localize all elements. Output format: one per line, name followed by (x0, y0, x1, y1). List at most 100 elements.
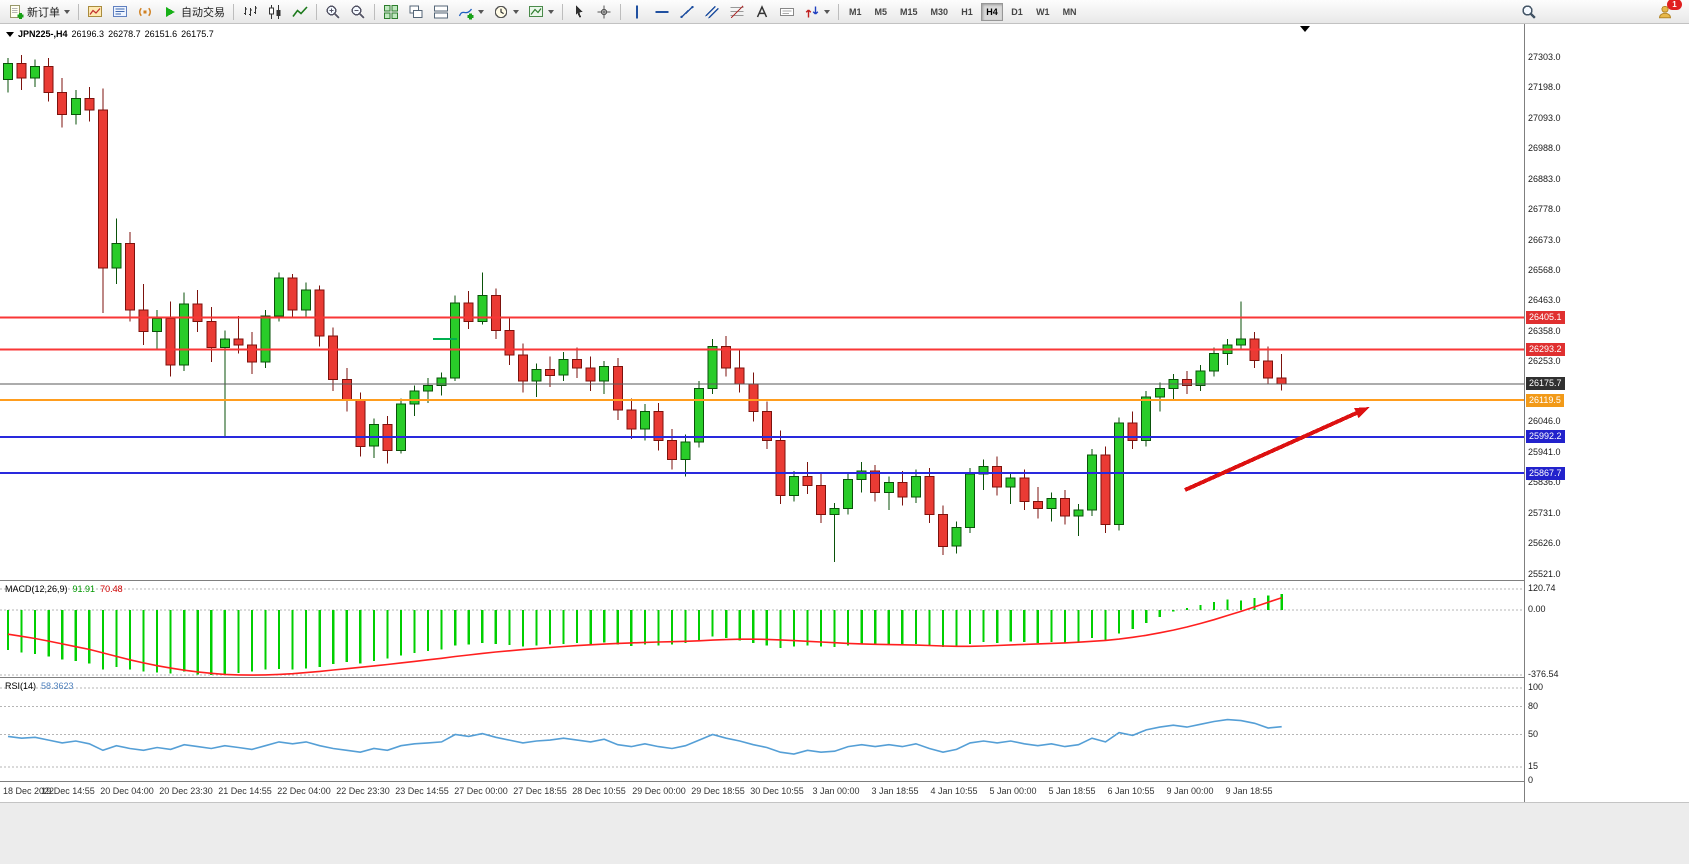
fibonacci-button[interactable] (725, 1, 749, 23)
time-axis-label: 30 Dec 10:55 (750, 786, 804, 796)
crosshair-icon (597, 5, 611, 18)
timeframe-m30-button[interactable]: M30 (930, 6, 949, 17)
cascade-icon (409, 5, 423, 18)
line-chart-type-button[interactable] (288, 1, 312, 23)
price-axis-label: 27093.0 (1528, 113, 1561, 123)
timeframe-m5-button[interactable]: M5 (874, 6, 888, 17)
chart-symbol-header: JPN225-,H4 26196.3 26278.7 26151.6 26175… (6, 29, 214, 39)
time-axis-label: 27 Dec 18:55 (513, 786, 567, 796)
timeframe-mn-button[interactable]: MN (1062, 6, 1077, 17)
channel-button[interactable] (700, 1, 724, 23)
timeframe-w1-button[interactable]: W1 (1036, 6, 1050, 17)
tile-icon (384, 4, 398, 19)
macd-axis-label: 120.74 (1528, 583, 1556, 593)
time-axis-label: 3 Jan 00:00 (812, 786, 860, 796)
indicators-button[interactable] (454, 1, 488, 23)
macd-level-lines (0, 588, 1524, 676)
price-axis-label: 25941.0 (1528, 447, 1561, 457)
time-axis-label: 6 Jan 10:55 (1107, 786, 1155, 796)
candlestick-plot[interactable] (0, 24, 1524, 580)
auto-trading-button[interactable]: 自动交易 (158, 1, 229, 23)
price-axis-label: 25731.0 (1528, 508, 1561, 518)
time-axis-label: 5 Jan 18:55 (1048, 786, 1096, 796)
price-axis-label: 26463.0 (1528, 295, 1561, 305)
price-axis-label: 26778.0 (1528, 204, 1561, 214)
hline-icon (655, 10, 669, 13)
label-icon (780, 7, 794, 16)
macd-signal-line (7, 597, 1282, 676)
ohlc-low: 26151.6 (144, 29, 178, 39)
price-axis-label: 25836.0 (1528, 477, 1561, 487)
macd-panel[interactable]: MACD(12,26,9) 91.91 70.48 (0, 580, 1524, 677)
caret-down-icon (824, 9, 830, 14)
arrange-windows-button[interactable] (429, 1, 453, 23)
cursor-button[interactable] (567, 1, 591, 23)
template-icon (529, 5, 543, 17)
time-axis-label: 22 Dec 04:00 (277, 786, 331, 796)
timeframe-d1-button[interactable]: D1 (1011, 6, 1023, 17)
rsi-level-lines (0, 687, 1524, 768)
zoom-out-button[interactable] (346, 1, 370, 23)
signals-icon (139, 7, 151, 16)
label-button[interactable] (775, 1, 799, 23)
timeframe-m1-button[interactable]: M1 (849, 6, 862, 17)
price-axis[interactable]: 27303.0 27198.0 27093.0 26988.0 26883.0 26778… (1524, 24, 1689, 802)
time-axis-label: 27 Dec 00:00 (454, 786, 508, 796)
time-axis-label: 9 Jan 00:00 (1166, 786, 1214, 796)
macd-plot[interactable] (0, 581, 1524, 677)
caret-down-icon (478, 9, 484, 14)
time-axis-label: 22 Dec 23:30 (336, 786, 390, 796)
rsi-panel[interactable]: RSI(14) 58.3623 (0, 677, 1524, 781)
timeframe-h4-button[interactable]: H4 (981, 2, 1004, 21)
new-order-button-label: 新订单 (27, 6, 60, 19)
zoom-in-button[interactable] (321, 1, 345, 23)
tile-windows-button[interactable] (379, 1, 403, 23)
candlestick-type-button[interactable] (263, 1, 287, 23)
bar-chart-type-button[interactable] (238, 1, 262, 23)
crosshair-button[interactable] (592, 1, 616, 23)
support-resistance-lines[interactable] (0, 316, 1524, 474)
textA-icon (756, 4, 768, 17)
arrows-button[interactable] (800, 1, 834, 23)
market-watch-button[interactable] (108, 1, 132, 23)
text-button[interactable] (750, 1, 774, 23)
rsi-plot[interactable] (0, 678, 1524, 781)
periods-button[interactable] (489, 1, 523, 23)
caret-down-icon (513, 9, 519, 14)
auto-trading-icon (166, 6, 175, 17)
main-chart-panel[interactable]: JPN225-,H4 26196.3 26278.7 26151.6 26175… (0, 24, 1524, 580)
price-axis-label: 27198.0 (1528, 82, 1561, 92)
window-bottom-space (0, 802, 1689, 864)
templates-button[interactable] (524, 1, 558, 23)
trend-arrow-annotation[interactable] (1184, 407, 1370, 492)
scroll-end-marker-icon[interactable] (1300, 26, 1310, 32)
vertical-line-button[interactable] (625, 1, 649, 23)
new-order-button[interactable]: 新订单 (4, 1, 74, 23)
rsi-axis-label: 15 (1528, 761, 1539, 771)
candles[interactable] (3, 55, 1287, 563)
time-axis-label: 9 Jan 18:55 (1225, 786, 1273, 796)
charts-button[interactable] (83, 1, 107, 23)
search-button[interactable] (1517, 1, 1541, 23)
signals-button[interactable] (133, 1, 157, 23)
time-axis-label: 19 Dec 14:55 (41, 786, 95, 796)
time-axis-label: 29 Dec 00:00 (632, 786, 686, 796)
timeframe-m15-button[interactable]: M15 (900, 6, 918, 17)
caret-down-icon (64, 9, 70, 14)
channel-icon (705, 5, 719, 19)
price-axis-label: 25626.0 (1528, 538, 1561, 548)
cascade-windows-button[interactable] (404, 1, 428, 23)
time-axis[interactable]: 18 Dec 2022 19 Dec 14:55 20 Dec 04:00 20 De… (0, 781, 1524, 802)
trendline-button[interactable] (675, 1, 699, 23)
time-axis-label: 23 Dec 14:55 (395, 786, 449, 796)
macd-axis-label: 0.00 (1528, 604, 1546, 614)
horizontal-line-button[interactable] (650, 1, 674, 23)
time-axis-label: 4 Jan 10:55 (930, 786, 978, 796)
community-button[interactable]: 1 (1653, 0, 1682, 23)
market-watch-icon (113, 5, 127, 17)
timeframe-h1-button[interactable]: H1 (961, 6, 973, 17)
toolbar-separator (233, 3, 234, 20)
ohlc-high: 26278.7 (108, 29, 141, 39)
time-axis-label: 20 Dec 23:30 (159, 786, 213, 796)
chart-menu-icon[interactable] (6, 31, 14, 37)
